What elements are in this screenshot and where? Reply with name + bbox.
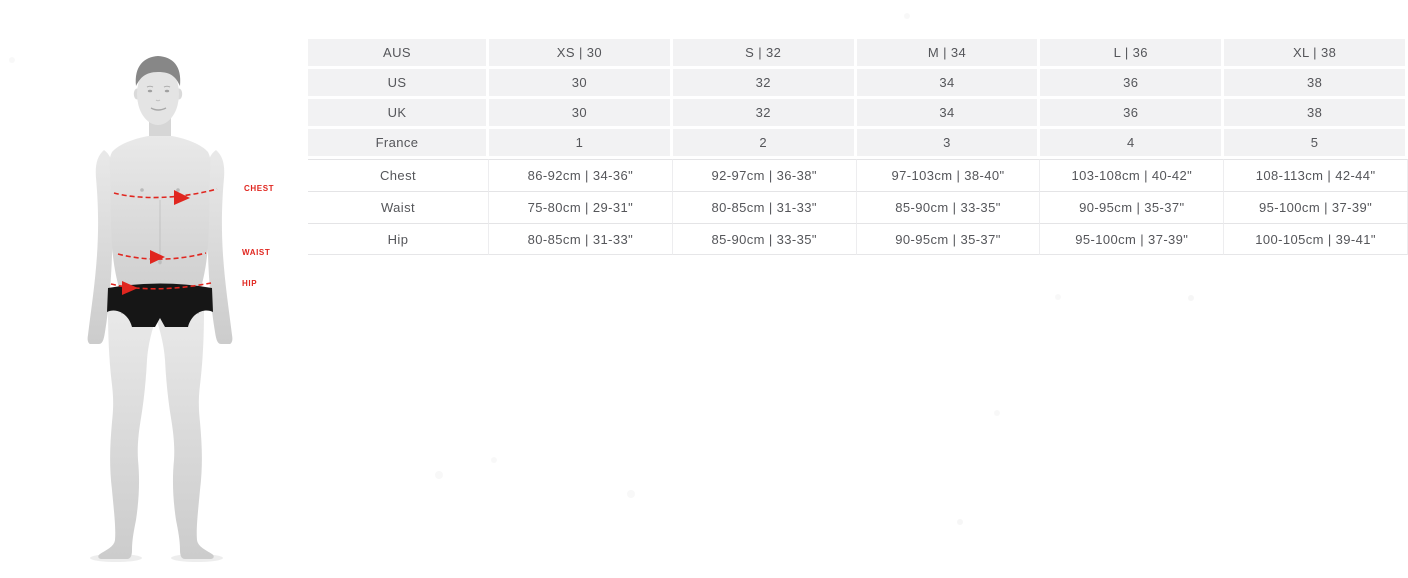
size-cell: 108-113cm | 42-44" — [1224, 159, 1408, 191]
row-label: Hip — [308, 223, 489, 255]
size-cell: 85-90cm | 33-35" — [672, 223, 857, 255]
size-table-row-uk: UK 30 32 34 36 38 — [308, 99, 1408, 129]
waist-measure-label: WAIST — [242, 248, 271, 257]
size-table-row-waist: Waist 75-80cm | 29-31" 80-85cm | 31-33" 85-… — [308, 191, 1408, 223]
size-cell: 80-85cm | 31-33" — [672, 191, 857, 223]
row-label: France — [308, 129, 489, 159]
size-cell: 85-90cm | 33-35" — [856, 191, 1041, 223]
size-cell: S | 32 — [672, 39, 857, 69]
size-cell: 3 — [856, 129, 1041, 159]
size-table-row-chest: Chest 86-92cm | 34-36" 92-97cm | 36-38" 97-… — [308, 159, 1408, 191]
size-cell: 2 — [672, 129, 857, 159]
size-cell: 97-103cm | 38-40" — [856, 159, 1041, 191]
chest-measure-label: CHEST — [244, 184, 275, 193]
size-table: AUS XS | 30 S | 32 M | 34 L | 36 XL | 38 US 30 3… — [308, 39, 1408, 255]
row-label: UK — [308, 99, 489, 129]
size-table-row-aus: AUS XS | 30 S | 32 M | 34 L | 36 XL | 38 — [308, 39, 1408, 69]
size-cell: L | 36 — [1040, 39, 1225, 69]
background-speckles — [0, 0, 4, 4]
size-cell: 75-80cm | 29-31" — [489, 191, 673, 223]
size-cell: 90-95cm | 35-37" — [1040, 191, 1225, 223]
size-cell: 34 — [856, 69, 1041, 99]
size-cell: 38 — [1224, 99, 1408, 129]
size-cell: 90-95cm | 35-37" — [856, 223, 1041, 255]
size-cell: 100-105cm | 39-41" — [1224, 223, 1408, 255]
size-cell: 5 — [1224, 129, 1408, 159]
model-figure — [70, 50, 250, 570]
size-table-row-france: France 1 2 3 4 5 — [308, 129, 1408, 159]
size-table-row-hip: Hip 80-85cm | 31-33" 85-90cm | 33-35" 90-95… — [308, 223, 1408, 255]
size-cell: 92-97cm | 36-38" — [672, 159, 857, 191]
size-cell: 80-85cm | 31-33" — [489, 223, 673, 255]
model-figure-svg — [87, 56, 233, 562]
size-cell: 95-100cm | 37-39" — [1040, 223, 1225, 255]
size-cell: 32 — [672, 99, 857, 129]
size-cell: M | 34 — [856, 39, 1041, 69]
size-cell: 1 — [489, 129, 673, 159]
size-cell: XS | 30 — [489, 39, 673, 69]
size-cell: 38 — [1224, 69, 1408, 99]
size-cell: 36 — [1040, 69, 1225, 99]
size-cell: 30 — [489, 99, 673, 129]
size-cell: 32 — [672, 69, 857, 99]
size-cell: 86-92cm | 34-36" — [489, 159, 673, 191]
row-label: AUS — [308, 39, 489, 69]
size-cell: 4 — [1040, 129, 1225, 159]
row-label: US — [308, 69, 489, 99]
size-cell: 34 — [856, 99, 1041, 129]
row-label: Chest — [308, 159, 489, 191]
size-table-body: AUS XS | 30 S | 32 M | 34 L | 36 XL | 38 US 30 3… — [308, 39, 1408, 255]
row-label: Waist — [308, 191, 489, 223]
size-cell: XL | 38 — [1224, 39, 1408, 69]
size-cell: 95-100cm | 37-39" — [1224, 191, 1408, 223]
size-cell: 36 — [1040, 99, 1225, 129]
hip-measure-label: HIP — [242, 279, 258, 288]
size-cell: 30 — [489, 69, 673, 99]
size-table-row-us: US 30 32 34 36 38 — [308, 69, 1408, 99]
size-cell: 103-108cm | 40-42" — [1040, 159, 1225, 191]
